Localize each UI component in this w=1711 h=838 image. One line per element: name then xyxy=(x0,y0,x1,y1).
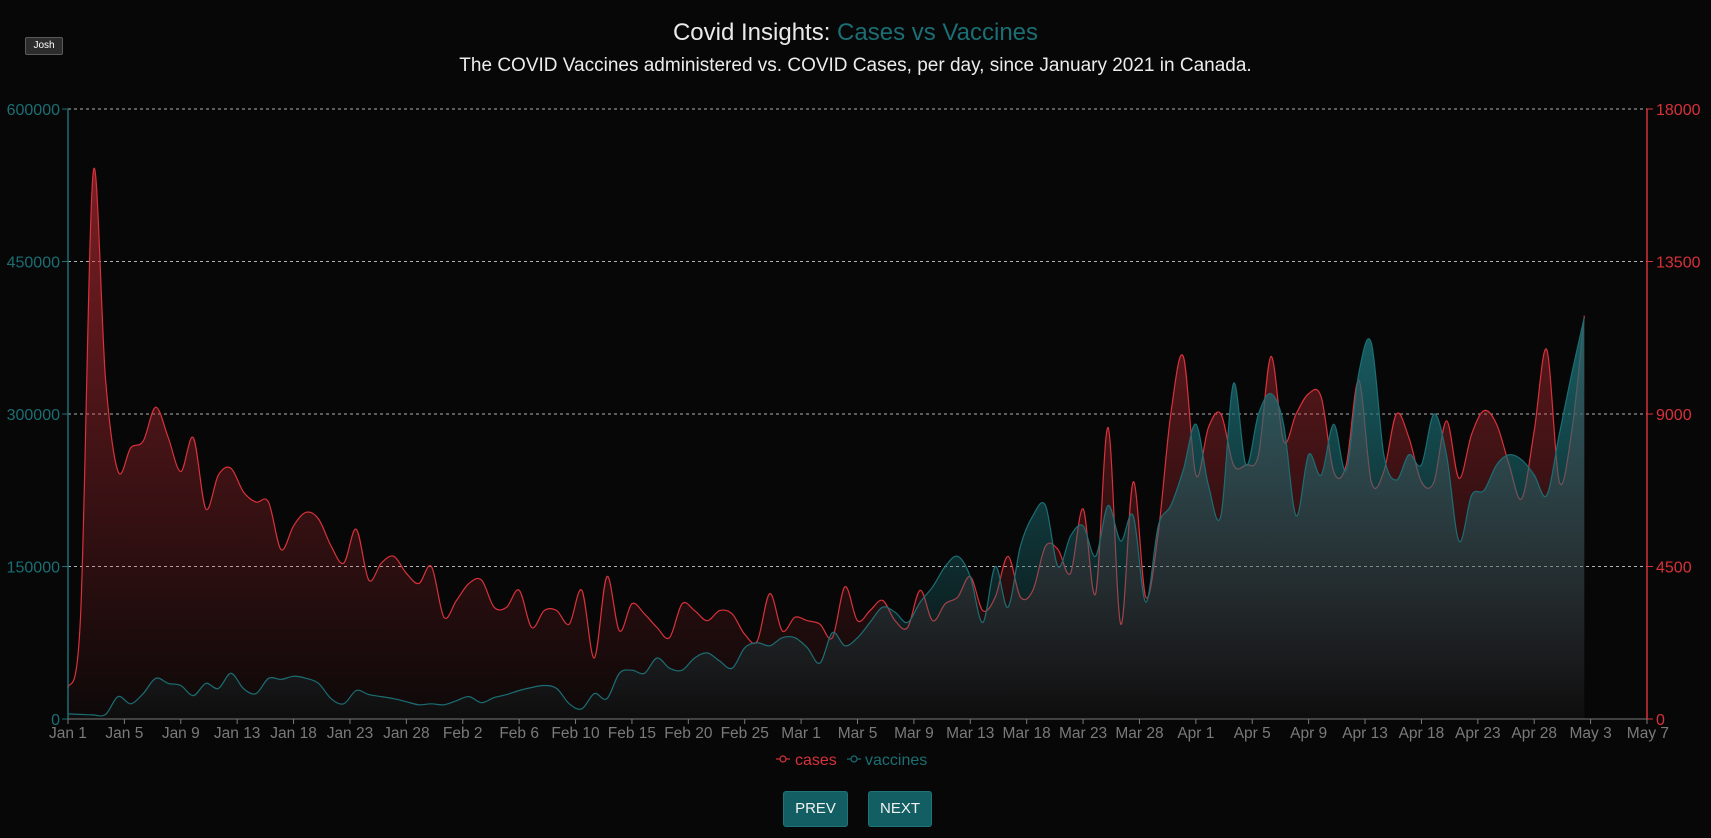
title-prefix: Covid Insights: xyxy=(672,19,838,46)
axes: 0 150000 300000 450000 600000 0 4500 9000 13500 1… xyxy=(7,102,1701,742)
legend[interactable]: cases vaccines xyxy=(776,752,927,769)
page-subtitle: The COVID Vaccines administered vs. COVI… xyxy=(459,55,1252,76)
x-tick-label: Mar 28 xyxy=(1115,725,1163,742)
series-areas xyxy=(67,168,1585,719)
y-right-tick-label: 9000 xyxy=(1656,407,1692,424)
x-tick-label: Jan 1 xyxy=(49,725,87,742)
next-button[interactable]: NEXT xyxy=(868,791,932,827)
x-tick-label: Feb 2 xyxy=(443,725,483,742)
series-line-vaccines xyxy=(67,317,1585,717)
x-tick-label: Jan 13 xyxy=(214,725,261,742)
series-area-vaccines xyxy=(68,317,1585,719)
legend-vaccines-label[interactable]: vaccines xyxy=(865,752,927,769)
cases-vs-vaccines-chart: 0 150000 300000 450000 600000 0 4500 9000 13500 1… xyxy=(7,102,1701,769)
x-tick-label: Mar 5 xyxy=(838,725,878,742)
page-title: Covid Insights: Cases vs Vaccines xyxy=(0,18,1711,48)
x-tick-label: Apr 5 xyxy=(1234,725,1271,742)
x-tick-label: Feb 10 xyxy=(551,725,600,742)
x-tick-label: Mar 9 xyxy=(894,725,934,742)
x-tick-label: Mar 1 xyxy=(781,725,821,742)
y-left-tick-label: 0 xyxy=(51,712,60,729)
x-tick-label: Feb 6 xyxy=(499,725,539,742)
y-left-tick-label: 450000 xyxy=(7,255,60,272)
x-tick-label: Feb 15 xyxy=(608,725,656,742)
x-tick-label: Jan 23 xyxy=(327,725,374,742)
x-tick-label: Jan 5 xyxy=(105,725,143,742)
x-tick-label: Apr 23 xyxy=(1455,725,1501,742)
y-left-tick-label: 150000 xyxy=(7,560,60,577)
x-tick-label: May 7 xyxy=(1627,725,1669,742)
x-tick-label: Mar 13 xyxy=(946,725,994,742)
x-tick-label: Apr 13 xyxy=(1342,725,1388,742)
legend-cases-marker xyxy=(779,755,787,763)
x-tick-label: Feb 25 xyxy=(721,725,769,742)
y-right-tick-label: 18000 xyxy=(1656,102,1701,119)
x-tick-label: Jan 9 xyxy=(162,725,200,742)
x-tick-label: Apr 9 xyxy=(1290,725,1327,742)
y-left-tick-label: 300000 xyxy=(7,407,60,424)
x-tick-label: Apr 28 xyxy=(1511,725,1557,742)
x-tick-label: Apr 18 xyxy=(1399,725,1445,742)
x-tick-label: Feb 20 xyxy=(664,725,713,742)
y-right-tick-label: 13500 xyxy=(1656,255,1701,272)
user-badge[interactable]: Josh xyxy=(25,37,63,55)
x-tick-label: Apr 1 xyxy=(1177,725,1214,742)
x-tick-label: Jan 28 xyxy=(383,725,430,742)
legend-cases-label[interactable]: cases xyxy=(795,752,837,769)
x-tick-label: Mar 23 xyxy=(1059,725,1107,742)
title-accent: Cases vs Vaccines xyxy=(837,19,1039,46)
prev-button[interactable]: PREV xyxy=(783,791,848,827)
y-right-tick-label: 0 xyxy=(1656,712,1665,729)
y-right-tick-label: 4500 xyxy=(1656,560,1692,577)
x-tick-label: May 3 xyxy=(1569,725,1611,742)
legend-vaccines-marker xyxy=(850,755,858,763)
y-left-tick-label: 600000 xyxy=(7,102,60,119)
x-tick-label: Mar 18 xyxy=(1003,725,1051,742)
x-tick-label: Jan 18 xyxy=(270,725,317,742)
